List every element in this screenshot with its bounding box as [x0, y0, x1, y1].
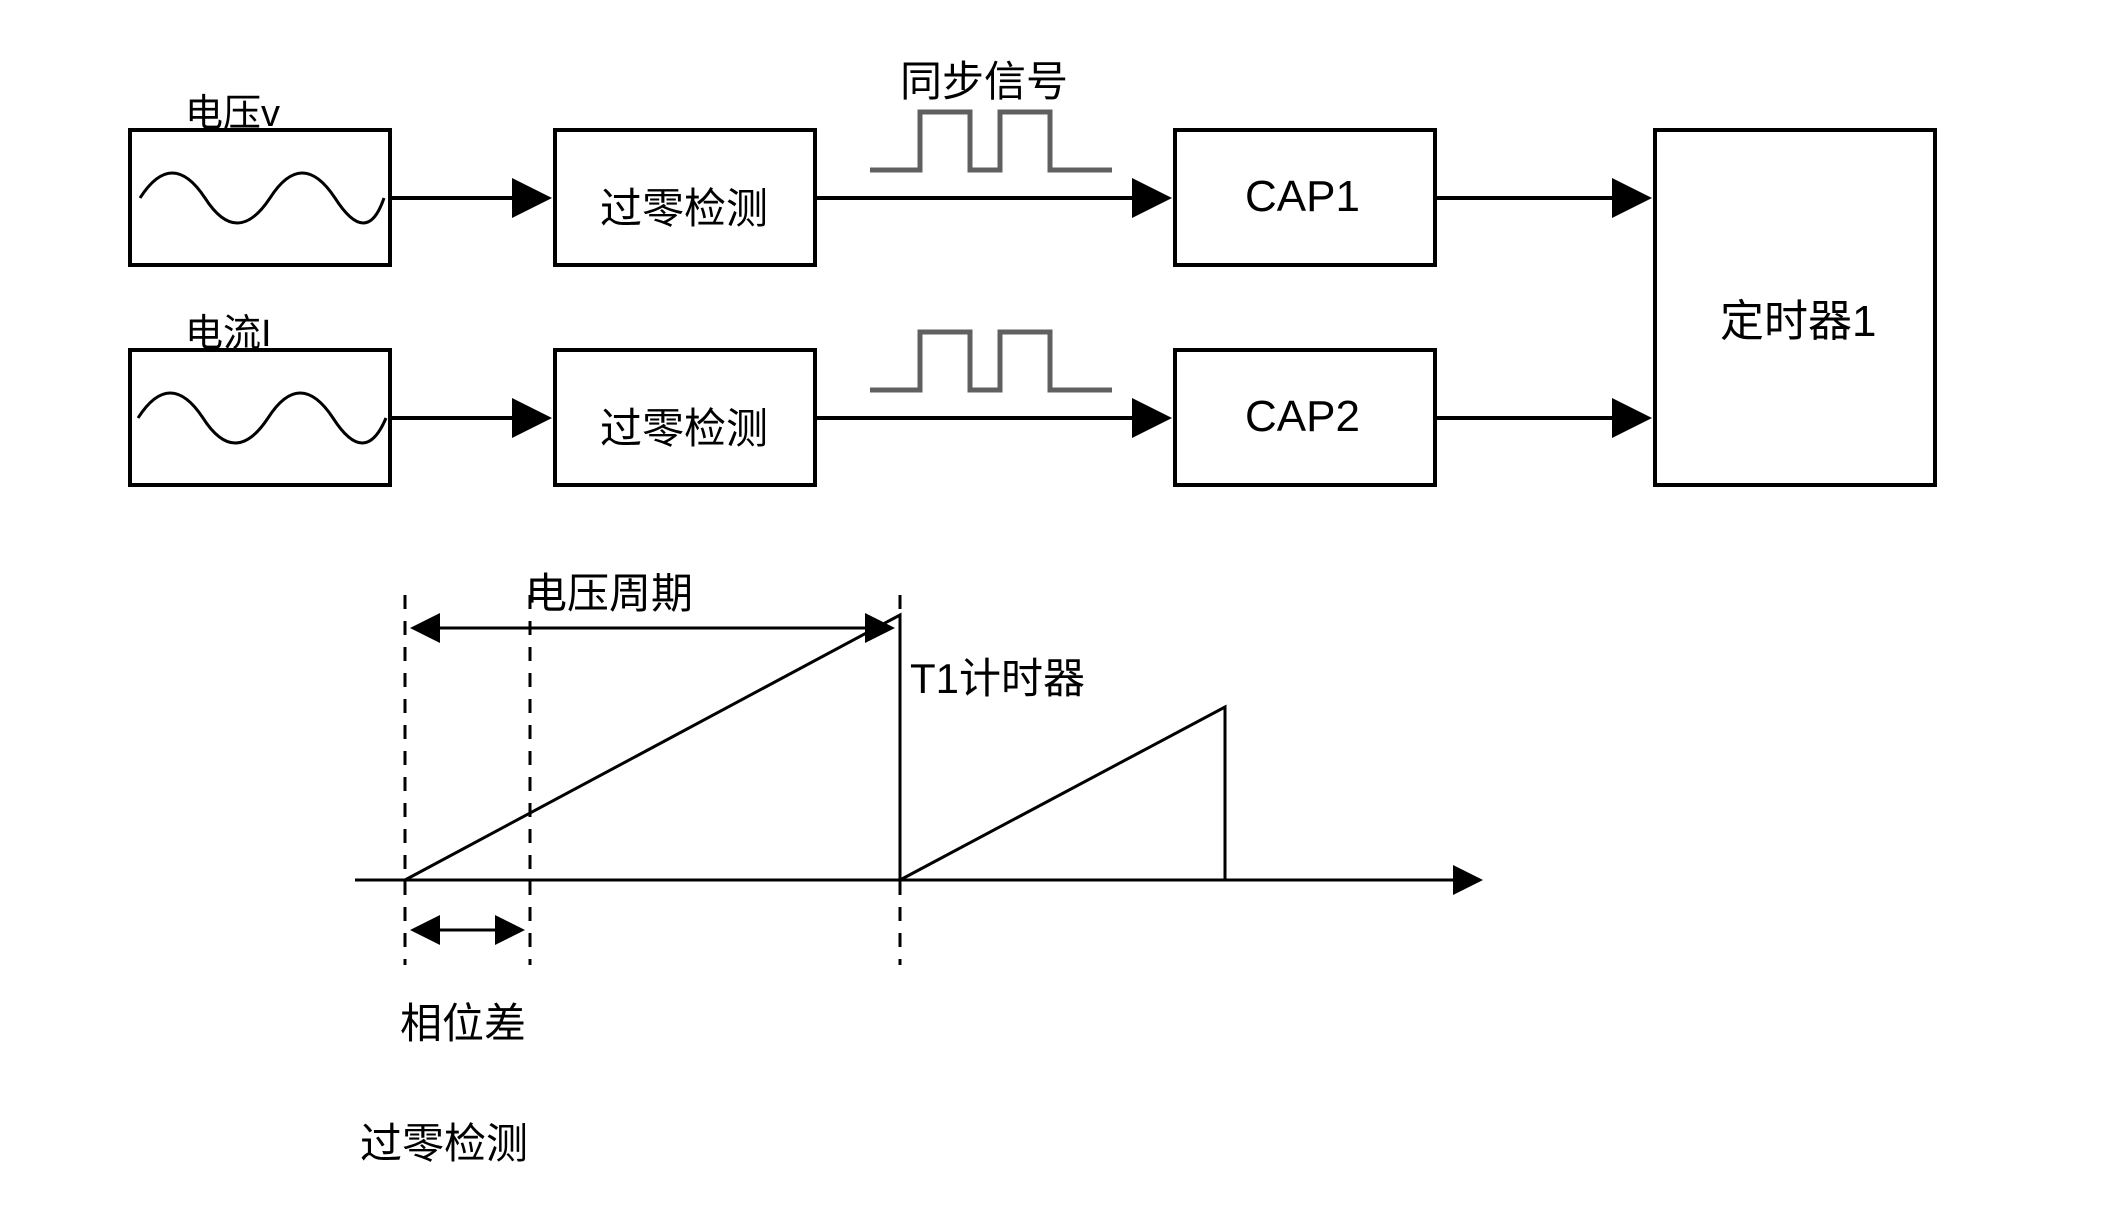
voltage-sine	[140, 173, 384, 223]
label-cap2: CAP2	[1245, 392, 1360, 442]
label-cap1: CAP1	[1245, 172, 1360, 222]
label-voltage-v: 电压v	[185, 82, 280, 137]
sawtooth-1	[405, 615, 900, 880]
label-zero-cross-2: 过零检测	[600, 395, 768, 456]
label-zero-cross-1: 过零检测	[600, 175, 768, 236]
label-t1-timer: T1计时器	[910, 645, 1085, 706]
label-timer1: 定时器1	[1720, 285, 1876, 349]
label-sync-signal: 同步信号	[900, 48, 1068, 109]
label-phase-diff: 相位差	[400, 990, 526, 1051]
diagram-svg	[0, 0, 2111, 1207]
pulse-waveform-1	[870, 112, 1112, 170]
sawtooth-2	[900, 707, 1225, 880]
label-current-i: 电流I	[185, 302, 272, 357]
label-voltage-period: 电压周期	[525, 560, 693, 621]
pulse-waveform-2	[870, 332, 1112, 390]
voltage-box	[130, 130, 390, 265]
label-bottom-zero-cross: 过零检测	[360, 1110, 528, 1171]
current-sine	[138, 393, 386, 443]
current-box	[130, 350, 390, 485]
